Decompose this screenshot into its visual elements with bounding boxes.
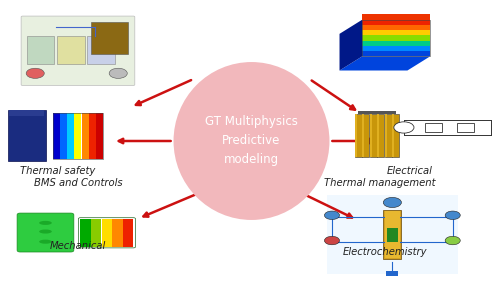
Text: Thermal safety: Thermal safety [20, 166, 96, 176]
Circle shape [324, 211, 340, 219]
Circle shape [445, 236, 460, 245]
Bar [362, 50, 430, 56]
Bar [80, 219, 91, 247]
Bar [370, 114, 372, 157]
Polygon shape [340, 56, 430, 70]
Bar [385, 114, 387, 157]
Bar [355, 114, 362, 157]
Bar [362, 35, 430, 41]
Bar [8, 110, 46, 161]
Bar [57, 36, 85, 64]
Bar [362, 45, 430, 51]
Ellipse shape [39, 240, 52, 244]
Bar [327, 195, 458, 274]
Text: Thermal management: Thermal management [324, 178, 436, 188]
Bar [457, 123, 474, 132]
Bar [387, 228, 398, 242]
Bar [91, 219, 102, 247]
Bar [60, 113, 67, 159]
Bar [67, 113, 74, 159]
Bar [362, 40, 430, 46]
Text: BMS and Controls: BMS and Controls [34, 178, 122, 188]
Bar [112, 219, 123, 247]
Bar [358, 111, 396, 114]
Bar [392, 114, 399, 157]
Bar [89, 113, 96, 159]
Bar [392, 114, 394, 157]
Bar [10, 110, 44, 116]
Text: Electrochemistry: Electrochemistry [343, 247, 427, 257]
Bar [385, 211, 399, 258]
Bar [96, 113, 103, 159]
FancyBboxPatch shape [21, 16, 135, 85]
Bar [102, 219, 112, 247]
Bar [362, 114, 369, 157]
Bar [377, 114, 384, 157]
Ellipse shape [174, 62, 329, 220]
Bar [355, 114, 357, 157]
Bar [362, 30, 430, 36]
Circle shape [324, 236, 340, 245]
Bar [87, 36, 115, 64]
Bar [362, 20, 430, 56]
Bar [383, 210, 401, 259]
Text: Mechanical: Mechanical [50, 241, 106, 251]
Circle shape [394, 122, 414, 133]
Bar [370, 114, 377, 157]
Bar [74, 113, 81, 159]
Ellipse shape [39, 230, 52, 233]
Circle shape [383, 197, 401, 208]
Text: GT Multiphysics
Predictive
modeling: GT Multiphysics Predictive modeling [205, 116, 298, 166]
Bar [91, 22, 128, 54]
Bar [386, 271, 398, 276]
Bar [81, 113, 89, 159]
Bar [27, 36, 54, 64]
Bar [53, 113, 103, 159]
Polygon shape [362, 14, 430, 20]
Bar [425, 123, 442, 132]
Bar [123, 219, 133, 247]
FancyBboxPatch shape [17, 213, 74, 252]
Text: Electrical: Electrical [387, 166, 433, 176]
Bar [362, 19, 430, 25]
Bar [385, 114, 392, 157]
Ellipse shape [39, 221, 52, 225]
Bar [362, 25, 430, 30]
Circle shape [445, 211, 460, 219]
Polygon shape [340, 20, 362, 70]
Circle shape [26, 68, 44, 78]
Bar [377, 114, 379, 157]
Bar [53, 113, 60, 159]
Bar [362, 114, 364, 157]
Circle shape [109, 68, 127, 78]
